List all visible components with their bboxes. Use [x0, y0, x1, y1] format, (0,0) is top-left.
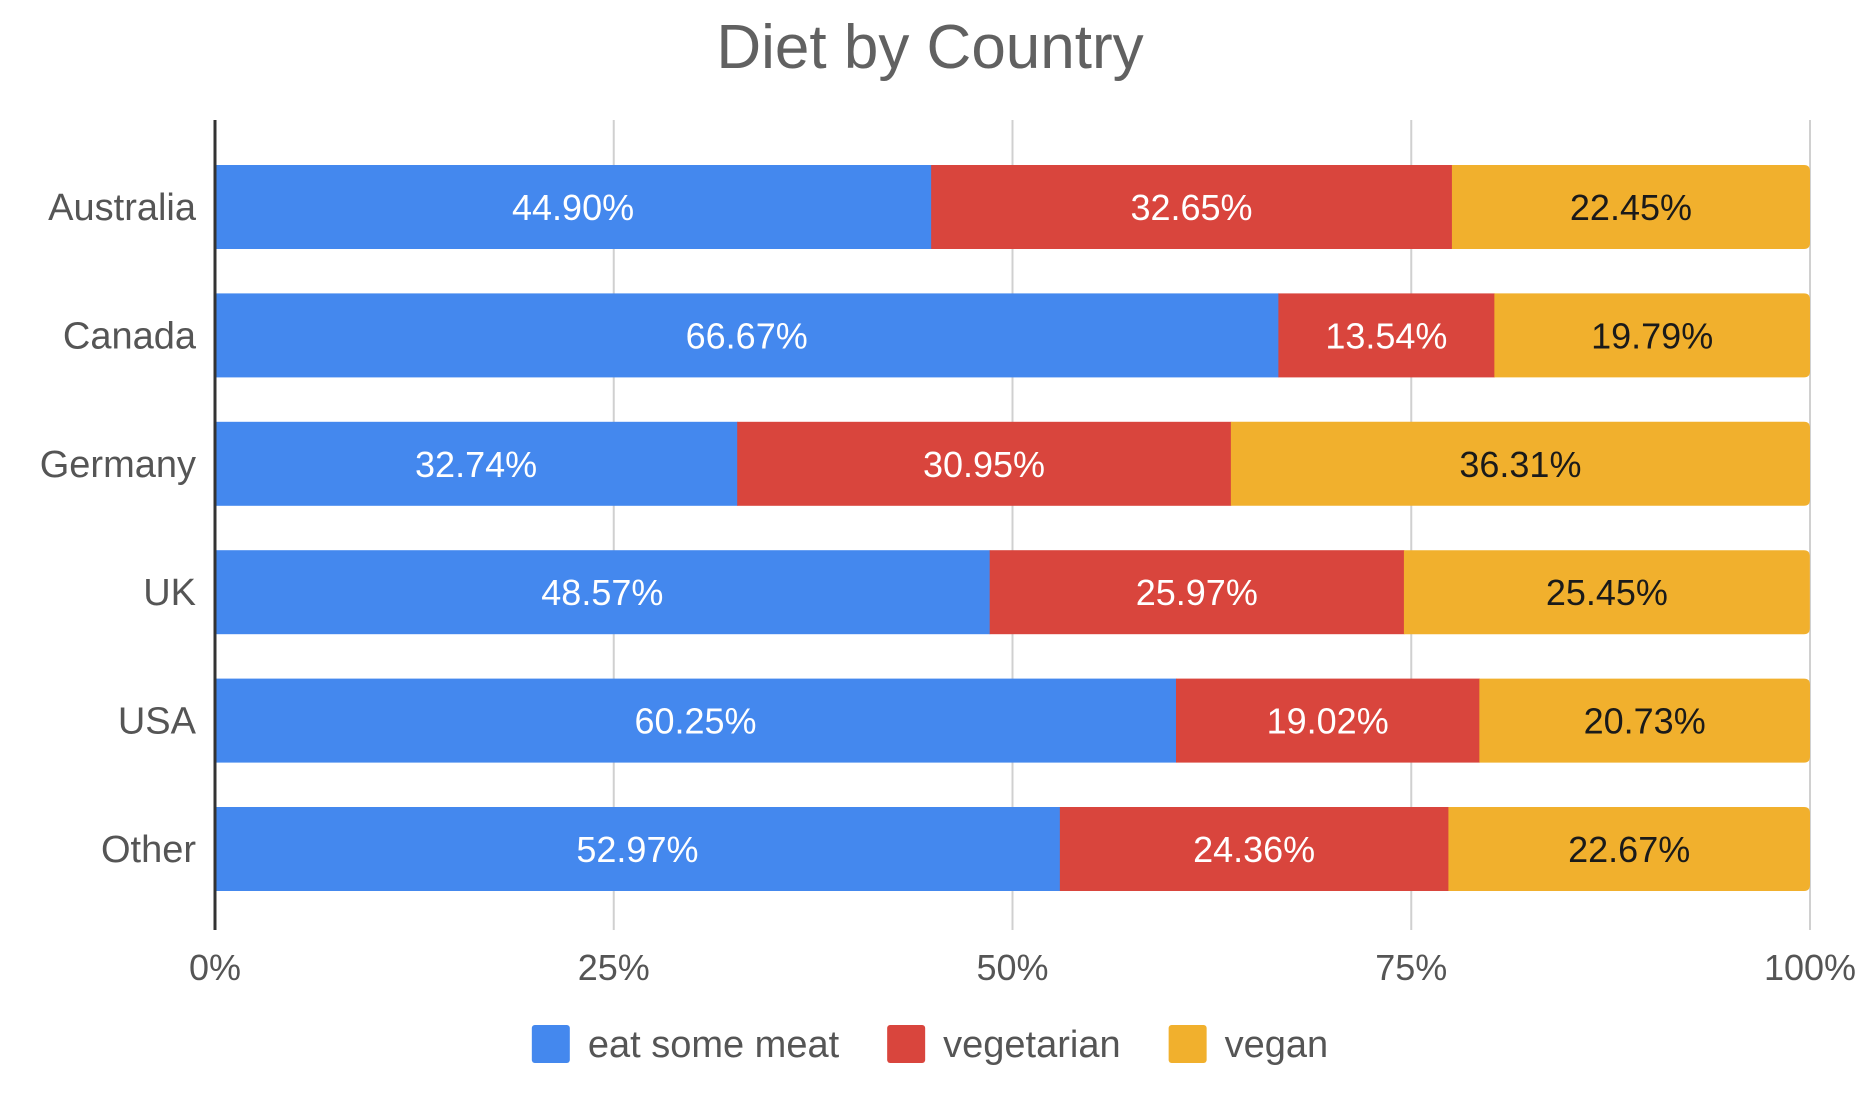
bar-germany-vegan	[1230, 421, 1810, 506]
data-label-australia-vegetarian: 32.65%	[1130, 187, 1252, 228]
bar-usa-vegan	[1479, 678, 1810, 763]
bar-germany-vegetarian	[737, 421, 1232, 506]
value-axis-tick-labels: 0% 25% 50% 75% 100%	[189, 947, 1856, 988]
x-tick-label: 25%	[578, 947, 650, 988]
legend: eat some meat vegetarian vegan	[531, 1024, 1329, 1066]
category-label-canada: Canada	[63, 315, 197, 357]
bar-canada-eat-some-meat	[215, 293, 1279, 378]
bar-germany-eat-some-meat	[215, 421, 738, 506]
chart-title: Diet by Country	[716, 13, 1143, 82]
category-label-uk: UK	[143, 572, 196, 614]
data-label-usa-vegetarian: 19.02%	[1267, 701, 1389, 742]
category-label-other: Other	[101, 829, 196, 871]
data-labels: 44.90% 32.65% 22.45% 66.67% 13.54% 19.79% 32.7…	[415, 187, 1713, 870]
legend-label-vegetarian: vegetarian	[943, 1024, 1120, 1066]
data-label-germany-vegan: 36.31%	[1459, 444, 1581, 485]
bars	[215, 165, 1810, 891]
legend-label-vegan: vegan	[1225, 1024, 1329, 1066]
data-label-usa-eat-some-meat: 60.25%	[634, 701, 756, 742]
data-label-germany-eat-some-meat: 32.74%	[415, 444, 537, 485]
data-label-other-vegetarian: 24.36%	[1193, 829, 1315, 870]
bar-usa-vegetarian	[1175, 678, 1480, 763]
data-label-germany-vegetarian: 30.95%	[923, 444, 1045, 485]
legend-swatch-vegetarian	[887, 1025, 926, 1063]
x-tick-label: 50%	[976, 947, 1048, 988]
bar-australia-vegetarian	[931, 165, 1453, 249]
data-label-canada-vegan: 19.79%	[1591, 315, 1713, 356]
category-axis-labels: Australia Canada Germany UK USA Other	[40, 187, 197, 871]
category-label-usa: USA	[118, 701, 197, 743]
gridlines	[612, 120, 1811, 930]
bar-australia-vegan	[1451, 165, 1810, 249]
bar-uk-vegan	[1403, 550, 1810, 635]
bar-canada-vegan	[1494, 293, 1810, 378]
data-label-uk-eat-some-meat: 48.57%	[541, 572, 663, 613]
x-tick-label: 100%	[1764, 947, 1856, 988]
bar-other-vegetarian	[1059, 807, 1449, 891]
bar-other-vegan	[1448, 807, 1810, 891]
bar-uk-eat-some-meat	[215, 550, 991, 635]
data-label-other-vegan: 22.67%	[1568, 829, 1690, 870]
data-label-other-eat-some-meat: 52.97%	[576, 829, 698, 870]
bar-canada-vegetarian	[1278, 293, 1495, 378]
legend-label-eat-some-meat: eat some meat	[588, 1024, 840, 1066]
bar-other-eat-some-meat	[215, 807, 1061, 891]
x-tick-label: 75%	[1375, 947, 1447, 988]
data-label-canada-vegetarian: 13.54%	[1325, 315, 1447, 356]
data-label-australia-vegan: 22.45%	[1570, 187, 1692, 228]
bar-usa-eat-some-meat	[215, 678, 1177, 763]
legend-swatch-vegan	[1168, 1025, 1207, 1063]
data-label-uk-vegetarian: 25.97%	[1136, 572, 1258, 613]
bar-australia-eat-some-meat	[215, 165, 932, 249]
data-label-usa-vegan: 20.73%	[1584, 701, 1706, 742]
category-label-australia: Australia	[48, 187, 197, 229]
legend-swatch-eat-some-meat	[531, 1025, 570, 1063]
bar-uk-vegetarian	[989, 550, 1405, 635]
category-label-germany: Germany	[40, 444, 196, 486]
data-label-canada-eat-some-meat: 66.67%	[686, 315, 808, 356]
data-label-australia-eat-some-meat: 44.90%	[512, 187, 634, 228]
data-label-uk-vegan: 25.45%	[1546, 572, 1668, 613]
x-tick-label: 0%	[189, 947, 241, 988]
